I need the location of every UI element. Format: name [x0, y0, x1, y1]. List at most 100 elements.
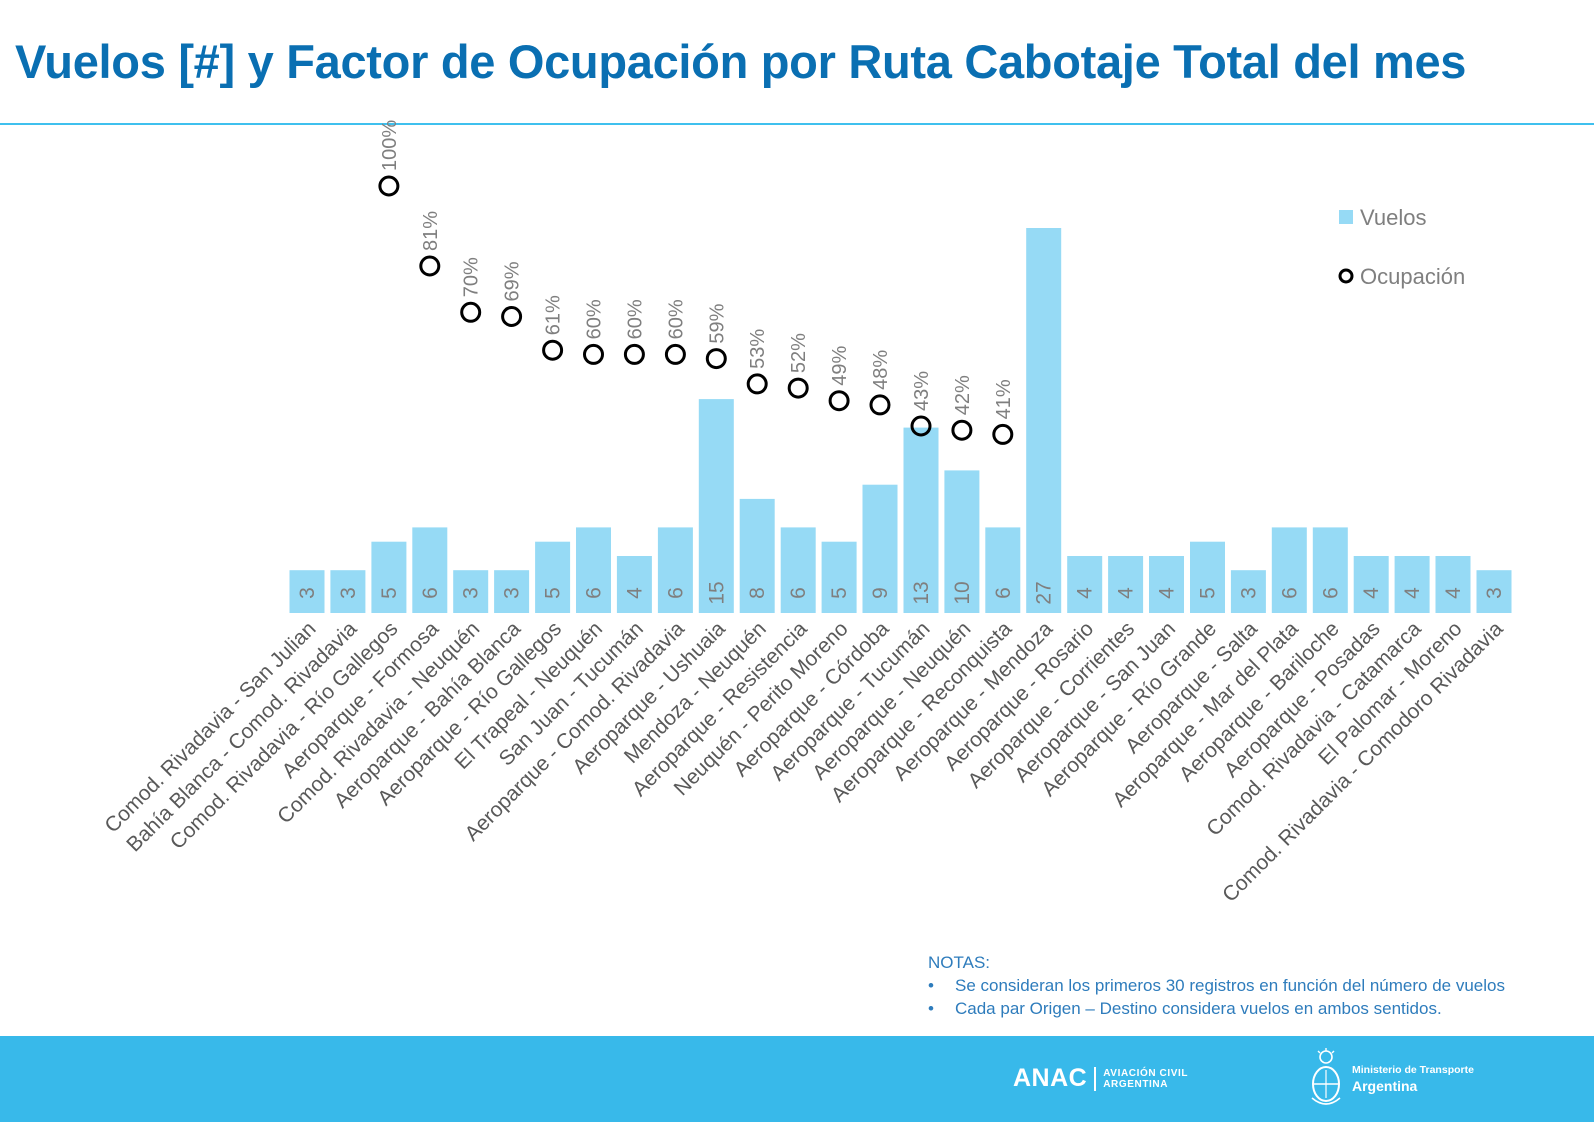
bar-value-label: 6	[787, 587, 810, 599]
occupancy-label: 49%	[829, 345, 851, 385]
occupancy-label: 43%	[911, 371, 933, 411]
legend-swatch-vuelos	[1339, 210, 1353, 224]
legend-swatch-ocupacion	[1338, 268, 1354, 284]
bar-vuelos	[289, 570, 325, 613]
bar-value-label: 6	[1278, 587, 1301, 599]
bar-value-label: 6	[583, 587, 606, 599]
bar-value-label: 8	[746, 587, 769, 599]
ministry-text: Ministerio de Transporte Argentina	[1352, 1064, 1474, 1094]
bar-value-label: 4	[1074, 587, 1097, 599]
bar-vuelos	[535, 541, 571, 613]
occupancy-label: 60%	[624, 299, 646, 339]
bar-value-label: 3	[337, 587, 360, 599]
notes-list: Se consideran los primeros 30 registros …	[928, 974, 1588, 1020]
anac-divider	[1094, 1066, 1097, 1091]
occupancy-marker	[623, 343, 645, 365]
occupancy-marker	[869, 394, 891, 416]
bar-value-label: 3	[1237, 587, 1260, 599]
bar-value-label: 3	[1483, 587, 1506, 599]
bar-vuelos	[698, 399, 734, 613]
bar-vuelos	[862, 484, 898, 613]
bar-value-label: 27	[1033, 581, 1056, 604]
bar-value-label: 4	[1156, 587, 1179, 599]
chart-legend: Vuelos Ocupación	[1338, 205, 1465, 289]
bar-value-label: 6	[664, 587, 687, 599]
bar-value-label: 4	[1360, 587, 1383, 599]
occupancy-label: 42%	[952, 375, 974, 415]
occupancy-marker	[378, 175, 400, 197]
bar-value-label: 13	[910, 581, 933, 604]
bar-value-labels: 3 3 5 6 3 3 5 6 4 6 15 8 6 5 9 13 10 6 27 4 4 4 5 3 6 6 4 4 4 3	[296, 581, 1506, 604]
ministry-line2: Argentina	[1352, 1078, 1418, 1094]
bar-vuelos	[821, 541, 857, 613]
ministry-logo: Ministerio de Transporte Argentina	[1308, 1048, 1474, 1110]
bar-value-label: 4	[1115, 587, 1138, 599]
bar-value-label: 9	[869, 587, 892, 599]
bar-vuelos	[1394, 556, 1430, 613]
occupancy-marker	[460, 301, 482, 323]
legend-label-vuelos: Vuelos	[1360, 205, 1426, 230]
occupancy-label: 69%	[502, 261, 524, 301]
occupancy-markers	[378, 175, 1014, 445]
occupancy-marker	[992, 423, 1014, 445]
bar-value-label: 5	[1197, 587, 1220, 599]
occupancy-marker	[951, 419, 973, 441]
anac-subtitle-line2: ARGENTINA	[1103, 1078, 1169, 1090]
bar-value-label: 3	[296, 587, 319, 599]
occupancy-marker	[828, 390, 850, 412]
notes-item: Cada par Origen – Destino considera vuel…	[928, 997, 1588, 1020]
page-title: Vuelos [#] y Factor de Ocupación por Rut…	[15, 35, 1467, 88]
anac-logo: ANAC AVIACIÓN CIVIL ARGENTINA	[1013, 1064, 1188, 1093]
occupancy-marker	[542, 339, 564, 361]
occupancy-label: 52%	[788, 333, 810, 373]
bar-value-label: 6	[419, 587, 442, 599]
occupancy-marker	[583, 343, 604, 365]
notes-item: Se consideran los primeros 30 registros …	[928, 974, 1588, 997]
occupancy-marker	[910, 415, 932, 437]
occupancy-label: 41%	[993, 379, 1015, 419]
bar-vuelos	[494, 570, 530, 613]
bar-vuelos	[1271, 527, 1307, 613]
bar-vuelos	[1108, 556, 1144, 613]
occupancy-marker	[787, 377, 809, 399]
bar-value-label: 4	[623, 587, 646, 599]
bar-value-label: 15	[705, 581, 728, 604]
bar-vuelos	[576, 527, 611, 613]
bar-vuelos	[944, 470, 980, 613]
bar-value-label: 5	[542, 587, 565, 599]
bar-value-label: 5	[828, 587, 851, 599]
footer-bar: ANAC AVIACIÓN CIVIL ARGENTINA Ministerio…	[0, 1036, 1594, 1122]
bar-vuelos	[453, 570, 489, 613]
bar-value-label: 3	[501, 587, 524, 599]
occupancy-label: 70%	[461, 257, 483, 297]
bars-layer	[289, 228, 1512, 613]
anac-subtitle: AVIACIÓN CIVIL ARGENTINA	[1103, 1068, 1188, 1090]
occupancy-label: 100%	[379, 120, 401, 171]
bar-vuelos	[1026, 228, 1062, 613]
bar-vuelos	[739, 498, 775, 613]
bar-vuelos	[1230, 570, 1266, 613]
occupancy-label: 61%	[543, 295, 565, 335]
occupancy-label: 53%	[747, 329, 769, 369]
occupancy-label: 60%	[665, 299, 687, 339]
bar-vuelos	[1190, 541, 1225, 613]
bar-vuelos	[616, 556, 652, 613]
bar-value-label: 5	[378, 587, 401, 599]
bar-value-label: 6	[992, 587, 1015, 599]
bar-vuelos	[1312, 527, 1348, 613]
flights-occupancy-chart: 3 3 5 6 3 3 5 6 4 6 15 8 6 5 9 13 10 6 27 4 4 4 5 3 6 6 4 4 4 3 100% 8…	[100, 120, 1512, 907]
bar-vuelos	[657, 527, 693, 613]
occupancy-marker	[746, 373, 768, 395]
bar-value-label: 4	[1442, 587, 1465, 599]
bar-value-label: 3	[460, 587, 483, 599]
legend-label-ocupacion: Ocupación	[1360, 264, 1465, 289]
bar-vuelos	[412, 527, 448, 613]
notes-heading: NOTAS:	[928, 953, 991, 972]
occupancy-label: 60%	[584, 299, 606, 339]
bar-vuelos	[1476, 570, 1512, 613]
bar-value-label: 6	[1319, 587, 1342, 599]
bar-value-label: 10	[951, 581, 974, 604]
occupancy-label: 59%	[706, 303, 728, 343]
bar-vuelos	[330, 570, 366, 613]
